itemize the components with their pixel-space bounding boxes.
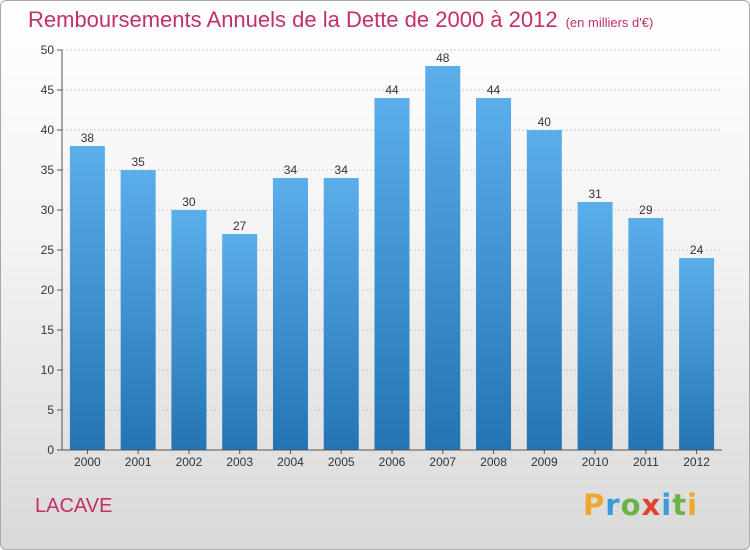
bar-value-label: 29	[639, 203, 653, 217]
x-tick-label: 2006	[379, 455, 406, 469]
bar-value-label: 35	[131, 155, 145, 169]
y-tick-label: 45	[41, 83, 55, 97]
bar	[679, 258, 715, 450]
bar	[222, 234, 258, 450]
x-tick-label: 2004	[277, 455, 304, 469]
bar-value-label: 34	[284, 163, 298, 177]
x-tick-label: 2002	[176, 455, 203, 469]
y-tick-label: 0	[47, 443, 54, 457]
logo-letter: i	[661, 488, 673, 522]
bar-value-label: 27	[233, 219, 247, 233]
x-tick-label: 2010	[582, 455, 609, 469]
y-tick-label: 15	[41, 323, 55, 337]
x-tick-label: 2001	[125, 455, 152, 469]
bar-value-label: 30	[182, 195, 196, 209]
bar	[323, 178, 359, 450]
x-tick-label: 2007	[429, 455, 456, 469]
bar-value-label: 24	[690, 243, 704, 257]
y-tick-label: 10	[41, 363, 55, 377]
bar-value-label: 48	[436, 51, 450, 65]
logo-letter: t	[672, 488, 688, 522]
bar	[526, 130, 562, 450]
bar	[577, 202, 613, 450]
logo-letter: o	[620, 488, 642, 522]
x-tick-label: 2008	[480, 455, 507, 469]
x-tick-label: 2005	[328, 455, 355, 469]
logo-letter: x	[641, 488, 662, 522]
y-tick-label: 5	[47, 403, 54, 417]
bar	[69, 146, 105, 450]
bar	[120, 170, 156, 450]
y-tick-label: 40	[41, 123, 55, 137]
bar-value-label: 34	[335, 163, 349, 177]
logo-letter: P	[583, 488, 606, 522]
bar	[425, 66, 461, 450]
x-tick-label: 2011	[633, 455, 659, 469]
bar-value-label: 31	[588, 187, 602, 201]
bar-value-label: 40	[538, 115, 552, 129]
y-tick-label: 30	[41, 203, 55, 217]
bar	[628, 218, 664, 450]
bar	[476, 98, 512, 450]
x-tick-label: 2012	[683, 455, 710, 469]
y-tick-label: 35	[41, 163, 55, 177]
y-tick-label: 20	[41, 283, 55, 297]
x-tick-label: 2000	[74, 455, 101, 469]
logo-letter: r	[605, 488, 621, 522]
bar-value-label: 38	[81, 131, 95, 145]
proxiti-logo: Proxiti	[583, 488, 698, 522]
chart-title-text: Remboursements Annuels de la Dette de 20…	[28, 7, 558, 32]
x-tick-label: 2009	[531, 455, 558, 469]
x-tick-label: 2003	[226, 455, 253, 469]
bar	[374, 98, 410, 450]
logo-letter: i	[687, 488, 699, 522]
bar-value-label: 44	[385, 83, 399, 97]
y-tick-label: 25	[41, 243, 55, 257]
commune-name: LACAVE	[35, 495, 113, 517]
bar	[171, 210, 207, 450]
chart-subtitle: (en milliers d'€)	[565, 15, 654, 30]
bar-value-label: 44	[487, 83, 501, 97]
bar	[272, 178, 308, 450]
chart-title: Remboursements Annuels de la Dette de 20…	[28, 7, 653, 33]
y-tick-label: 50	[41, 43, 55, 57]
